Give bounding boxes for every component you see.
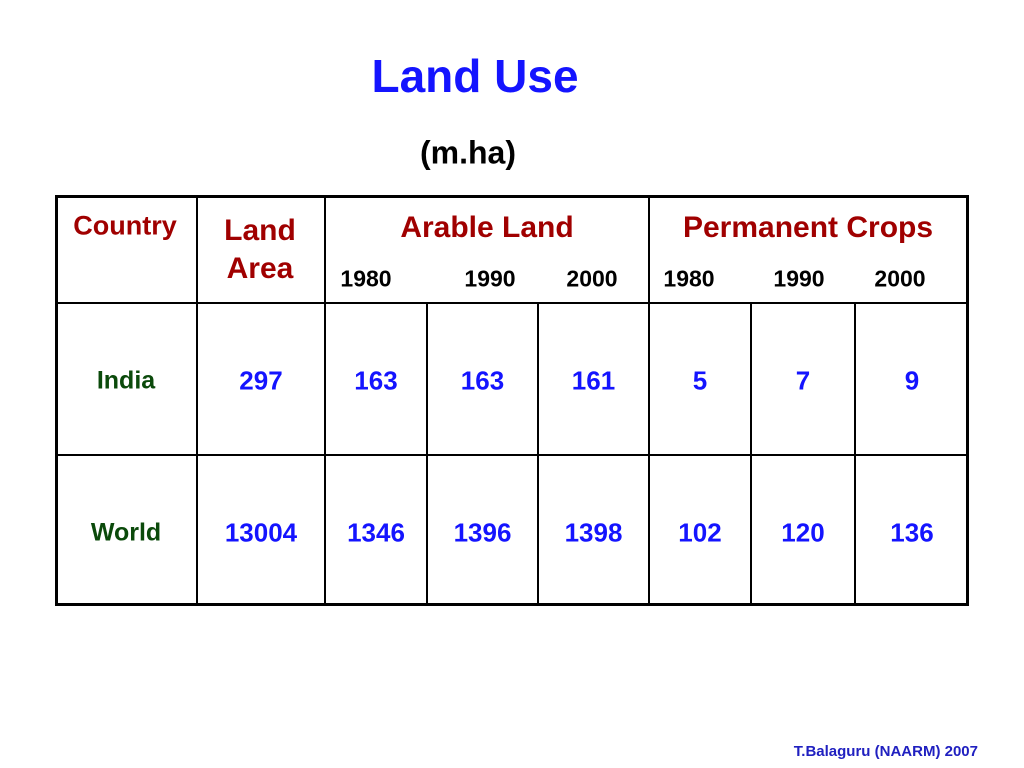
grid-line [55, 302, 969, 304]
value-cell: 5 [692, 365, 708, 396]
grid-line [196, 195, 198, 303]
value-cell: 102 [678, 517, 722, 547]
footer: T.Balaguru (NAARM) 2007 [793, 743, 978, 760]
group-header: Permanent Crops [682, 211, 934, 244]
value-cell: 297 [239, 365, 283, 396]
country-cell: World [90, 518, 162, 546]
year-header: 1990 [464, 265, 516, 292]
value-cell: 136 [890, 517, 934, 547]
year-header: 1980 [663, 265, 715, 292]
grid-line [648, 195, 650, 303]
table-border [55, 195, 969, 606]
year-header: 2000 [566, 265, 618, 292]
subtitle: (m.ha) [420, 134, 516, 171]
value-cell: 7 [795, 365, 811, 396]
year-header: 2000 [874, 265, 926, 292]
value-cell: 1398 [564, 517, 623, 547]
value-cell: 13004 [224, 517, 298, 547]
value-cell: 120 [781, 517, 825, 547]
header-cell: Land Area [224, 214, 296, 285]
year-header: 1980 [340, 265, 392, 292]
value-cell: 161 [571, 365, 616, 396]
grid-line [324, 195, 326, 303]
year-header: 1990 [773, 265, 825, 292]
group-header: Arable Land [400, 211, 574, 244]
value-cell: 1396 [453, 517, 512, 547]
grid-line [55, 454, 969, 456]
value-cell: 9 [904, 365, 920, 396]
value-cell: 1346 [347, 517, 405, 547]
header-cell: Country [73, 210, 177, 241]
value-cell: 163 [460, 365, 505, 396]
title: Land Use [371, 50, 579, 102]
value-cell: 163 [354, 365, 398, 396]
country-cell: India [96, 366, 156, 395]
